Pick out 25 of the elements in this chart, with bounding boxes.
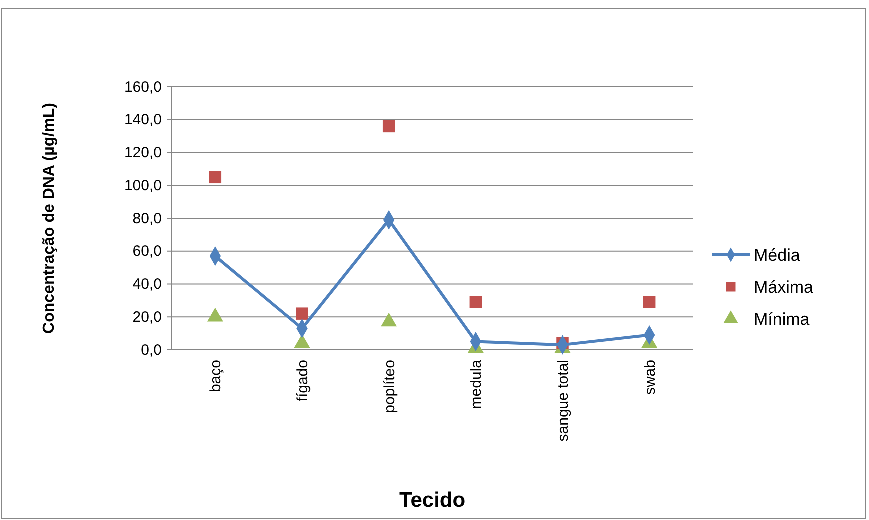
point	[296, 308, 308, 320]
x-tick-label: sangue total	[555, 360, 572, 442]
y-tick-label: 120,0	[124, 144, 162, 162]
y-tick-label: 40,0	[132, 276, 162, 294]
legend-label: Máxima	[754, 278, 814, 297]
x-tick-label: baço	[208, 360, 225, 393]
y-tick-label: 100,0	[124, 177, 162, 194]
y-tick-label: 140,0	[124, 112, 162, 129]
x-tick-label: swab	[642, 360, 659, 396]
legend-label: Média	[754, 246, 801, 265]
point	[209, 171, 222, 184]
y-tick-label: 80,0	[132, 210, 162, 228]
x-tick-label: fígado	[294, 360, 312, 402]
y-tick-label: 0,0	[141, 342, 162, 359]
legend-label: Mínima	[754, 310, 810, 329]
x-tick-label: poplíteo	[381, 360, 398, 414]
point	[643, 296, 656, 308]
y-axis-title: Concentração de DNA (µg/mL)	[41, 103, 58, 334]
y-tick-label: 60,0	[132, 243, 162, 260]
y-tick-label: 160,0	[124, 78, 162, 96]
y-tick-label: 20,0	[132, 308, 162, 326]
point	[470, 296, 482, 308]
x-tick-label: medula	[468, 359, 486, 410]
x-axis-title: Tecido	[399, 489, 466, 512]
point	[382, 120, 396, 133]
